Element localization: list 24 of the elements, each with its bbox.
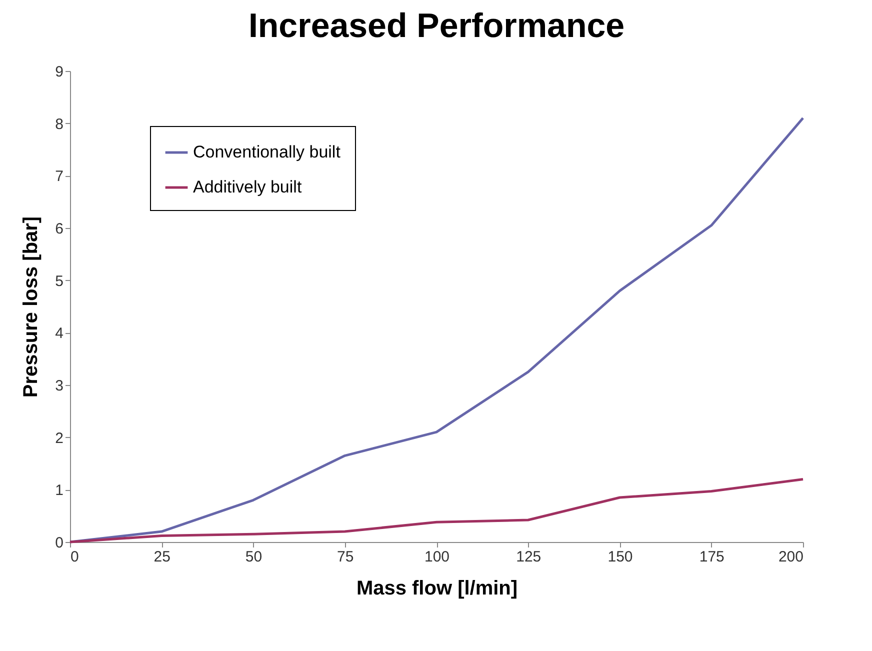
y-tick-label: 6: [55, 220, 64, 238]
x-tick-label: 25: [154, 548, 170, 566]
y-tick-label: 7: [55, 168, 64, 186]
x-tick-label: 150: [608, 548, 633, 566]
legend-label: Additively built: [193, 178, 302, 196]
x-tick-label: 200: [778, 548, 804, 566]
x-tick-label: 0: [70, 548, 79, 566]
y-axis-title: Pressure loss [bar]: [20, 216, 42, 398]
x-axis-title: Mass flow [l/min]: [356, 578, 518, 600]
y-tick-label: 2: [55, 430, 64, 447]
x-tick-label: 175: [699, 548, 724, 566]
legend-label: Conventionally built: [193, 142, 341, 162]
y-tick-label: 9: [55, 64, 64, 80]
y-tick-label: 4: [55, 325, 64, 342]
x-tick-label: 50: [245, 548, 262, 566]
x-tick-label: 75: [337, 548, 354, 566]
y-tick-label: 5: [55, 272, 64, 290]
y-tick-label: 8: [55, 116, 64, 133]
y-tick-label: 1: [55, 482, 64, 500]
y-tick-label: 0: [55, 534, 64, 552]
y-tick-label: 3: [55, 378, 64, 394]
x-tick-label: 100: [424, 548, 450, 566]
x-tick-label: 125: [516, 548, 542, 566]
chart-title: Increased Performance: [248, 7, 625, 45]
